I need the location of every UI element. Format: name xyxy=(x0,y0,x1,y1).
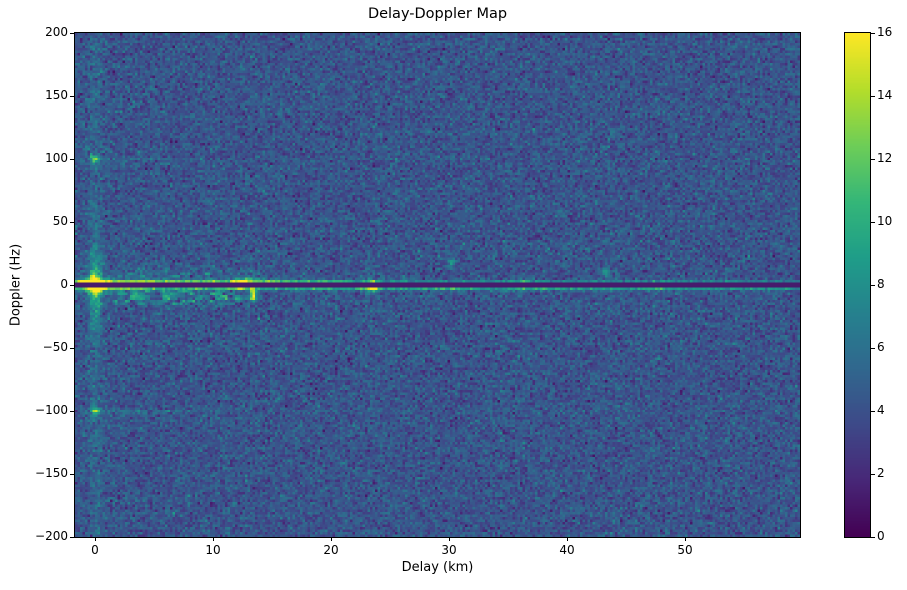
cbtick-label: 6 xyxy=(877,340,885,354)
ytick-label: −50 xyxy=(42,340,68,354)
ytick-label: 100 xyxy=(45,151,68,165)
tick-mark xyxy=(70,222,74,223)
tick-mark xyxy=(685,537,686,541)
xtick-label: 50 xyxy=(677,543,693,557)
tick-mark xyxy=(95,537,96,541)
tick-mark xyxy=(70,348,74,349)
tick-mark xyxy=(871,411,875,412)
colorbar-gradient xyxy=(845,33,870,537)
cbtick-label: 12 xyxy=(877,151,893,165)
tick-mark xyxy=(871,537,875,538)
tick-mark xyxy=(871,474,875,475)
tick-mark xyxy=(871,33,875,34)
cbtick-label: 14 xyxy=(877,88,893,102)
xtick-label: 30 xyxy=(441,543,457,557)
tick-mark xyxy=(331,537,332,541)
xtick-label: 10 xyxy=(205,543,221,557)
tick-mark xyxy=(449,537,450,541)
tick-mark xyxy=(70,285,74,286)
xtick-label: 20 xyxy=(323,543,339,557)
tick-mark xyxy=(213,537,214,541)
tick-mark xyxy=(871,96,875,97)
ytick-label: 200 xyxy=(45,25,68,39)
tick-mark xyxy=(871,348,875,349)
ytick-label: 0 xyxy=(60,277,68,291)
cbtick-label: 16 xyxy=(877,25,893,39)
cbtick-label: 4 xyxy=(877,403,885,417)
ytick-label: 150 xyxy=(45,88,68,102)
tick-mark xyxy=(70,537,74,538)
tick-mark xyxy=(70,96,74,97)
tick-mark xyxy=(70,411,74,412)
cbtick-label: 0 xyxy=(877,529,885,543)
ytick-label: −100 xyxy=(35,403,68,417)
xtick-label: 0 xyxy=(91,543,99,557)
delay-doppler-heatmap xyxy=(75,33,800,537)
cbtick-label: 8 xyxy=(877,277,885,291)
tick-mark xyxy=(871,222,875,223)
colorbar xyxy=(844,32,871,538)
plot-area xyxy=(74,32,801,538)
ytick-label: −200 xyxy=(35,529,68,543)
chart-title: Delay-Doppler Map xyxy=(367,6,508,22)
tick-mark xyxy=(70,159,74,160)
xtick-label: 40 xyxy=(559,543,575,557)
ytick-label: 50 xyxy=(52,214,68,228)
tick-mark xyxy=(70,474,74,475)
cbtick-label: 2 xyxy=(877,466,885,480)
tick-mark xyxy=(70,33,74,34)
y-axis-label: Doppler (Hz) xyxy=(8,243,24,327)
x-axis-label: Delay (km) xyxy=(401,560,474,575)
tick-mark xyxy=(871,285,875,286)
tick-mark xyxy=(871,159,875,160)
ytick-label: −150 xyxy=(35,466,68,480)
cbtick-label: 10 xyxy=(877,214,893,228)
tick-mark xyxy=(567,537,568,541)
